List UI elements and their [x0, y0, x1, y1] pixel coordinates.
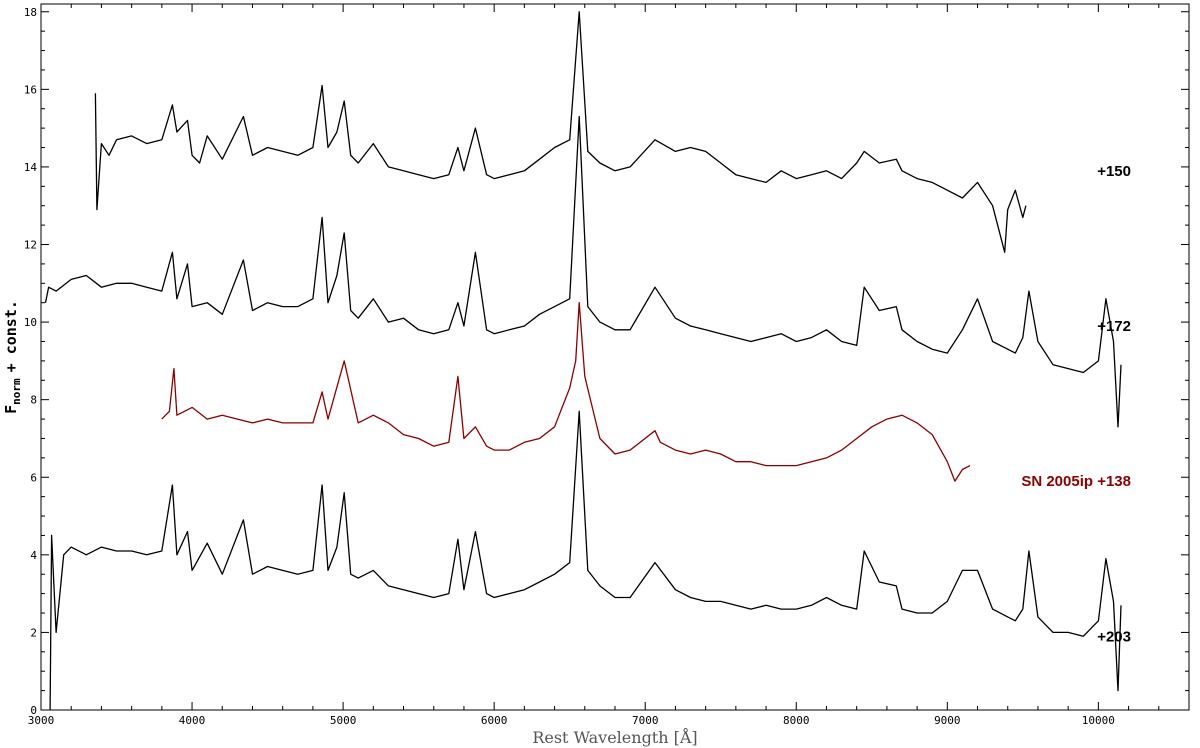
y-axis-label: Fnorm + const.: [2, 300, 23, 414]
x-tick-label: 3000: [28, 714, 55, 727]
x-tick-label: 6000: [481, 714, 508, 727]
x-tick-label: 9000: [934, 714, 961, 727]
x-tick-label: 8000: [783, 714, 810, 727]
y-tick-label: 0: [30, 704, 37, 717]
x-axis-label: Rest Wavelength [Å]: [532, 727, 697, 747]
epoch-label: +172: [1097, 318, 1131, 335]
epoch-label: +203: [1097, 628, 1131, 645]
x-tick-label: 5000: [330, 714, 357, 727]
x-tick-label: 4000: [179, 714, 206, 727]
y-tick-label: 8: [30, 394, 37, 407]
series-line: [161, 302, 971, 482]
epoch-label: SN 2005ip +138: [1021, 473, 1131, 490]
y-tick-label: 12: [24, 239, 37, 252]
x-tick-label: 10000: [1082, 714, 1115, 727]
y-tick-label: 14: [24, 161, 38, 174]
y-tick-label: 4: [30, 549, 37, 562]
series-line: [49, 410, 1122, 711]
y-axis-label-tail: + const.: [2, 300, 20, 372]
y-tick-label: 18: [24, 6, 37, 19]
series-line: [44, 115, 1122, 428]
y-tick-label: 2: [30, 626, 37, 639]
y-axis-label-main: F: [2, 405, 20, 414]
y-tick-label: 10: [24, 316, 37, 329]
x-tick-label: 7000: [632, 714, 659, 727]
y-tick-label: 6: [30, 471, 37, 484]
series-line: [94, 11, 1027, 253]
y-axis-label-sub: norm: [10, 378, 23, 405]
y-tick-label: 16: [24, 83, 37, 96]
epoch-label: +150: [1097, 163, 1131, 180]
plot-frame: [40, 3, 1190, 711]
